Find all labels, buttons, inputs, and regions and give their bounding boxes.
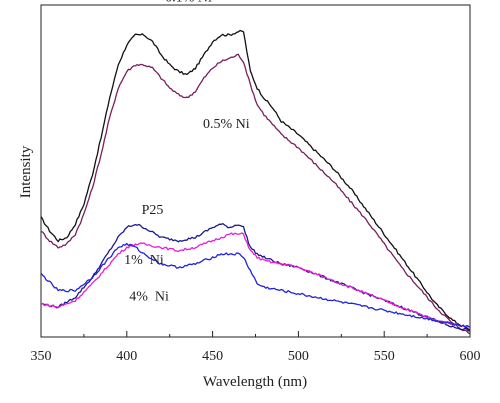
y-axis-label: Intensity xyxy=(18,145,34,198)
series-annotations: 0.1% Ni 0.5% Ni P25 1% Ni 4% Ni xyxy=(124,0,250,304)
x-tick-label-600: 600 xyxy=(460,349,481,364)
plot-frame xyxy=(40,4,471,338)
series-lines xyxy=(40,29,471,335)
x-axis-label: Wavelength (nm) xyxy=(203,374,307,390)
series-line-4-ni xyxy=(40,242,471,328)
annotation-0-5-ni: 0.5% Ni xyxy=(203,117,250,132)
x-tick-label-500: 500 xyxy=(288,349,309,364)
x-tick-label-450: 450 xyxy=(202,349,223,364)
annotation-1-ni: 1% Ni xyxy=(124,253,164,268)
x-tick-label-550: 550 xyxy=(374,349,395,364)
x-tick-label-400: 400 xyxy=(116,349,137,364)
annotation-p25: P25 xyxy=(142,203,164,218)
series-line-0-5-ni xyxy=(40,53,471,335)
annotation-4-ni: 4% Ni xyxy=(129,289,169,304)
x-tick-label-350: 350 xyxy=(31,349,52,364)
series-line-0-1-ni xyxy=(40,29,471,331)
series-line-1-ni xyxy=(40,232,471,328)
x-axis: 350 400 450 500 550 600 xyxy=(31,331,481,364)
annotation-0-1-ni: 0.1% Ni xyxy=(165,0,212,6)
